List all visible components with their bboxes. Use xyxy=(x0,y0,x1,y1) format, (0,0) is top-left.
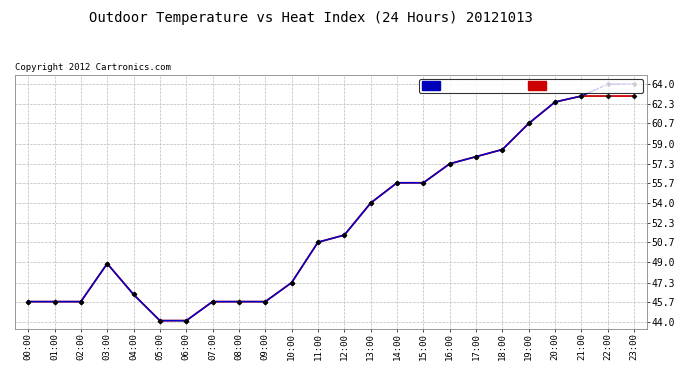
Text: Outdoor Temperature vs Heat Index (24 Hours) 20121013: Outdoor Temperature vs Heat Index (24 Ho… xyxy=(88,11,533,25)
Legend: Heat Index  (°F), Temperature  (°F): Heat Index (°F), Temperature (°F) xyxy=(420,79,643,93)
Text: Copyright 2012 Cartronics.com: Copyright 2012 Cartronics.com xyxy=(15,63,171,72)
